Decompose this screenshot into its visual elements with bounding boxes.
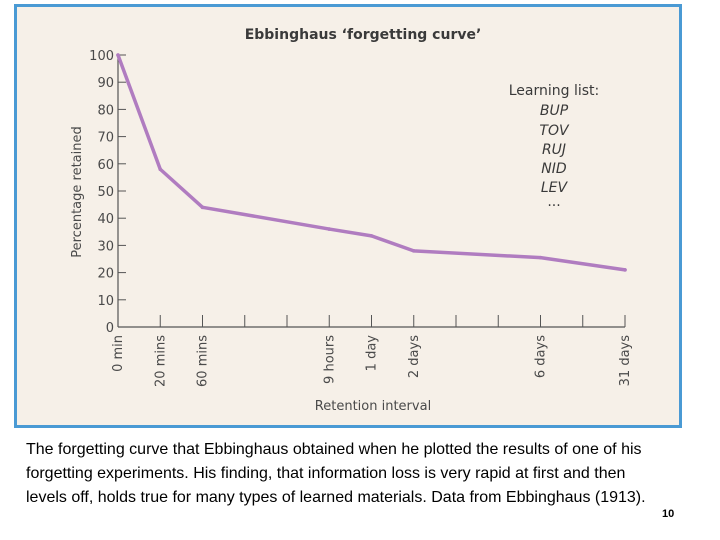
data-point	[200, 205, 205, 210]
y-tick-label: 50	[97, 185, 114, 200]
figure-caption: The forgetting curve that Ebbinghaus obt…	[26, 441, 646, 506]
legend-item: BUP	[540, 103, 569, 119]
data-point	[369, 234, 374, 238]
data-point	[116, 53, 120, 57]
data-point	[327, 227, 332, 231]
x-tick-label: 31 days	[618, 335, 633, 387]
chart-title: Ebbinghaus ‘forgetting curve’	[245, 27, 482, 43]
y-tick-label: 80	[97, 103, 114, 118]
y-tick-label: 20	[97, 267, 114, 282]
x-tick-label: 0 min	[111, 335, 126, 372]
series-line	[116, 53, 627, 272]
legend-item: ...	[547, 194, 560, 210]
y-tick-label: 90	[97, 76, 114, 91]
y-tick-label: 70	[97, 131, 114, 146]
x-tick-label: 2 days	[407, 335, 422, 378]
page-number: 10	[662, 508, 675, 520]
y-axis-label: Percentage retained	[70, 126, 85, 258]
forgetting-curve-chart: Ebbinghaus ‘forgetting curve’ 0 10 20 30 40 5…	[70, 27, 633, 414]
y-tick-label: 60	[97, 158, 114, 173]
y-tick-label: 10	[97, 294, 114, 309]
figure-frame: Ebbinghaus ‘forgetting curve’ 0 10 20 30 40 5…	[14, 4, 682, 428]
x-axis-label: Retention interval	[315, 399, 431, 414]
x-tick-label: 6 days	[534, 335, 549, 378]
x-tick-label: 60 mins	[196, 335, 211, 387]
x-tick-label: 20 mins	[153, 335, 168, 387]
x-tick-label: 1 day	[365, 335, 380, 372]
legend-item: LEV	[541, 180, 569, 196]
data-point	[623, 268, 627, 272]
y-tick-label: 40	[97, 212, 114, 227]
y-tick-label: 0	[106, 321, 114, 336]
data-point	[538, 255, 543, 260]
x-tick-label: 9 hours	[322, 335, 337, 384]
data-point	[411, 249, 416, 253]
y-tick-label: 100	[89, 49, 114, 64]
legend-title: Learning list:	[509, 83, 600, 99]
legend-item: TOV	[539, 123, 570, 139]
legend-item: NID	[541, 161, 567, 177]
y-tick-label: 30	[97, 239, 114, 254]
legend: Learning list: BUP TOV RUJ NID LEV ...	[509, 83, 600, 210]
data-point	[158, 167, 163, 172]
legend-item: RUJ	[542, 142, 566, 158]
